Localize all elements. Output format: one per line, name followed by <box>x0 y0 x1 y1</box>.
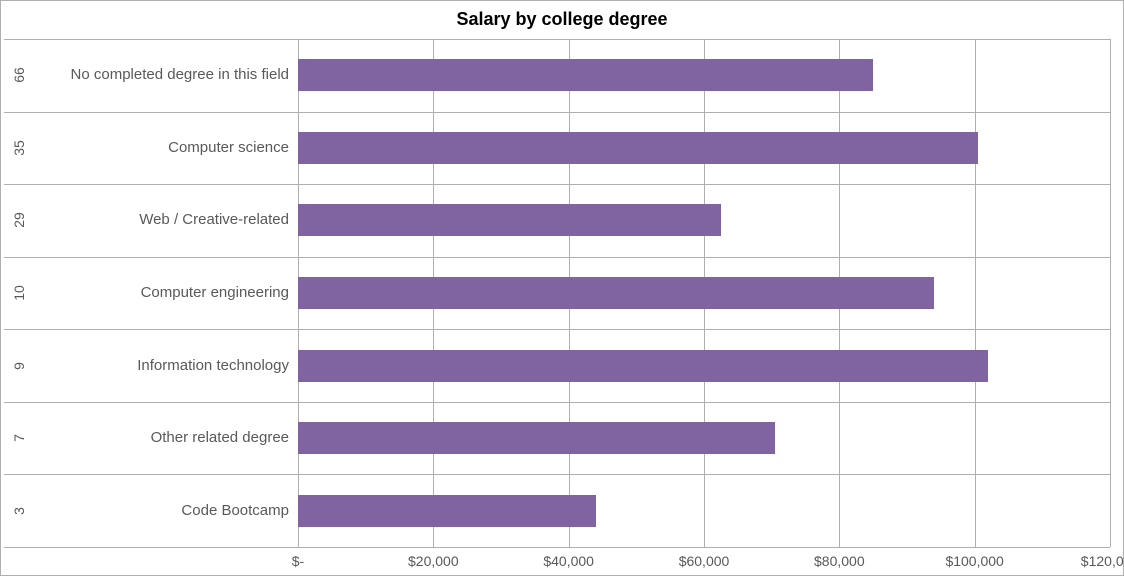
bar <box>298 422 775 454</box>
row-category-label: Information technology <box>4 357 289 374</box>
bar <box>298 277 934 309</box>
row-separator <box>4 474 1110 475</box>
x-gridline <box>1110 39 1111 547</box>
bar <box>298 132 978 164</box>
row-separator <box>4 39 1110 40</box>
bar <box>298 495 596 527</box>
salary-by-degree-chart: Salary by college degree $- $20,000$40,0… <box>0 0 1124 576</box>
row-separator <box>4 184 1110 185</box>
x-tick-label: $20,000 <box>408 553 459 569</box>
bar <box>298 59 873 91</box>
bar <box>298 350 988 382</box>
x-tick-label: $100,000 <box>945 553 1003 569</box>
x-tick-label: $60,000 <box>679 553 730 569</box>
row-separator <box>4 257 1110 258</box>
row-category-label: No completed degree in this field <box>4 66 289 83</box>
row-category-label: Other related degree <box>4 429 289 446</box>
x-tick-label: $80,000 <box>814 553 865 569</box>
chart-title: Salary by college degree <box>1 9 1123 30</box>
row-separator <box>4 402 1110 403</box>
plot-area: $- $20,000$40,000$60,000$80,000$100,000$… <box>298 39 1110 547</box>
bar <box>298 204 721 236</box>
x-tick-label: $- <box>292 553 304 569</box>
row-category-label: Code Bootcamp <box>4 502 289 519</box>
x-tick-label: $40,000 <box>543 553 594 569</box>
x-gridline <box>975 39 976 547</box>
row-separator <box>4 547 1110 548</box>
row-separator <box>4 329 1110 330</box>
x-tick-label: $120,000 <box>1081 553 1124 569</box>
row-category-label: Web / Creative-related <box>4 211 289 228</box>
row-category-label: Computer science <box>4 139 289 156</box>
row-category-label: Computer engineering <box>4 284 289 301</box>
row-separator <box>4 112 1110 113</box>
